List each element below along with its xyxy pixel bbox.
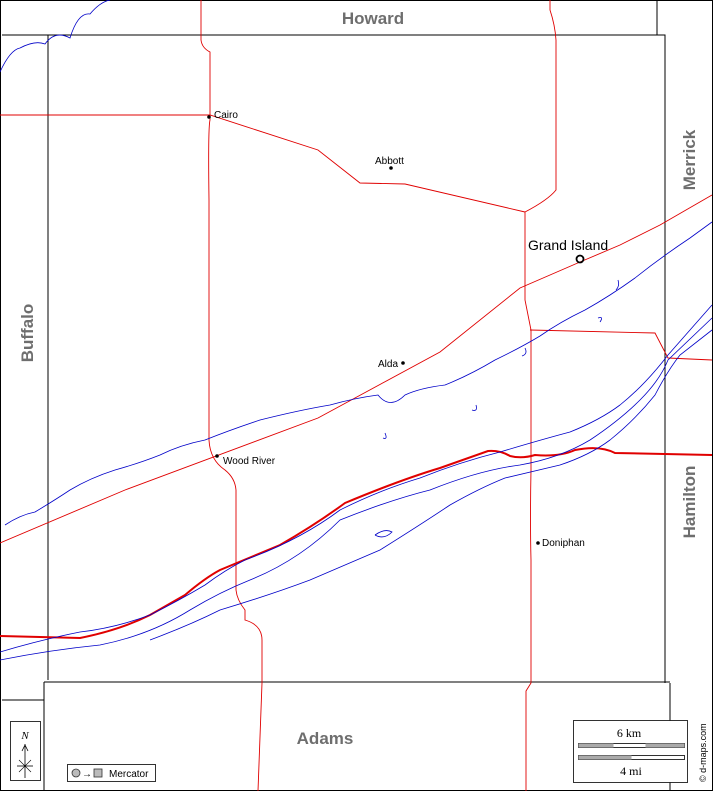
county-label-west: Buffalo (18, 304, 37, 363)
scale-mi-bar (578, 755, 685, 760)
county-label-south: Adams (297, 729, 354, 748)
scale-km-bar (578, 743, 685, 748)
cairo-marker (207, 115, 211, 119)
north-label: N (20, 730, 29, 742)
place-cairo: Cairo (214, 110, 238, 121)
county-label-north: Howard (342, 9, 404, 28)
alda-marker (401, 361, 405, 365)
north-arrow-box (10, 721, 41, 781)
county-boundaries (2, 0, 671, 791)
place-wood-river: Wood River (223, 456, 276, 467)
scale-km-label: 6 km (617, 726, 642, 740)
north-arrow: N (10, 721, 41, 781)
county-label-east-lower: Hamilton (680, 466, 699, 539)
place-abbott: Abbott (375, 156, 404, 167)
places: Cairo Abbott Grand Island Alda Wood Rive… (207, 110, 608, 549)
scale-mi-label: 4 mi (620, 764, 642, 778)
scale-box (573, 720, 688, 783)
credit-label: © d-maps.com (698, 723, 708, 782)
abbott-marker (389, 166, 393, 170)
grand-island-marker (575, 254, 585, 264)
highway (0, 447, 713, 640)
place-alda: Alda (378, 359, 398, 370)
projection-label: Mercator (109, 769, 149, 780)
boundary-main-top (48, 34, 666, 683)
county-label-east-upper: Merrick (680, 129, 699, 190)
svg-text:→: → (82, 769, 92, 780)
north-arrow-icon (17, 744, 33, 778)
projection-icon: → (71, 768, 103, 780)
rivers (0, 0, 713, 661)
projection-box: → Mercator (67, 764, 156, 782)
projection-frame (67, 764, 156, 782)
doniphan-marker (536, 541, 540, 545)
wood-river-marker (215, 454, 219, 458)
scale-bar: 6 km 4 mi (573, 720, 688, 783)
place-grand-island: Grand Island (528, 237, 608, 253)
place-doniphan: Doniphan (542, 538, 585, 549)
